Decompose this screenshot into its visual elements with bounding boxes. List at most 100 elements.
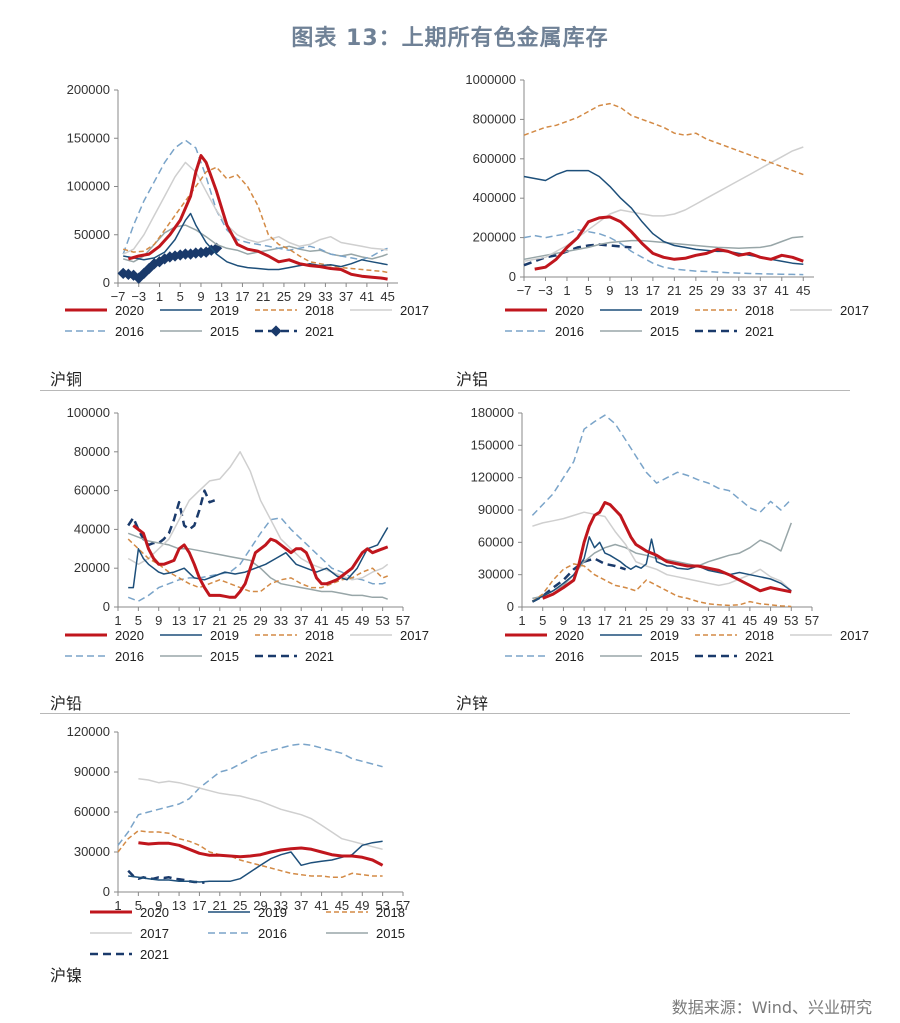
x-tick-label: 49	[355, 898, 369, 913]
series-line-2020	[138, 841, 384, 867]
series-line-2016	[523, 228, 804, 276]
x-tick-label: 17	[235, 289, 249, 304]
x-tick-label: 37	[701, 613, 715, 628]
legend-label-2021: 2021	[305, 324, 334, 339]
x-tick-label: 57	[805, 613, 819, 628]
legend-label-2020: 2020	[140, 905, 169, 920]
chart-zinc-caption: 沪锌	[456, 694, 489, 713]
x-tick-label: 17	[192, 898, 206, 913]
x-tick-label: 41	[722, 613, 736, 628]
x-tick-label: 21	[213, 613, 227, 628]
legend-label-2018: 2018	[745, 303, 774, 318]
y-tick-label: 120000	[67, 724, 110, 739]
legend-label-2015: 2015	[210, 649, 239, 664]
chart-nickel-caption: 沪镍	[50, 966, 83, 985]
x-tick-label: 33	[732, 283, 746, 298]
series-line-2017	[523, 146, 804, 262]
x-tick-label: 25	[277, 289, 291, 304]
legend-label-2021: 2021	[140, 947, 169, 962]
x-tick-label: 9	[155, 613, 162, 628]
x-tick-label: −7	[111, 289, 126, 304]
series-line-2019	[128, 527, 389, 589]
legend-label-2017: 2017	[400, 303, 429, 318]
series-line-2017	[532, 511, 792, 592]
x-tick-label: 29	[297, 289, 311, 304]
legend-label-2019: 2019	[650, 628, 679, 643]
x-tick-label: −3	[538, 283, 553, 298]
y-tick-label: 20000	[74, 560, 110, 575]
x-tick-label: 33	[318, 289, 332, 304]
legend-label-2016: 2016	[115, 649, 144, 664]
y-tick-label: 90000	[74, 764, 110, 779]
x-tick-label: 1	[114, 613, 121, 628]
series-line-2021	[127, 489, 216, 547]
x-tick-label: 41	[360, 289, 374, 304]
legend-label-2015: 2015	[650, 324, 679, 339]
series-line-2019	[123, 212, 388, 271]
x-tick-label: 21	[213, 898, 227, 913]
x-tick-label: 5	[135, 898, 142, 913]
chart-lead: 0 20000 40000 60000 80000 100000 1 5 9 13 17 21 25 29…	[10, 400, 440, 685]
x-tick-label: 5	[585, 283, 592, 298]
series-line-2020	[542, 501, 792, 600]
chart-svg: 0 50000 100000 150000 200000 −7 −3 1 5 9 13 17 21 25 2…	[65, 82, 429, 339]
x-tick-label: 13	[577, 613, 591, 628]
x-tick-label: 5	[135, 613, 142, 628]
legend-label-2021: 2021	[745, 649, 774, 664]
x-tick-label: 33	[274, 898, 288, 913]
x-tick-label: 9	[560, 613, 567, 628]
series-line-2017	[127, 451, 389, 581]
x-tick-label: 25	[233, 613, 247, 628]
chart-aluminum-caption: 沪铝	[456, 370, 489, 389]
series-line-2017	[138, 777, 383, 851]
legend-label-2020: 2020	[555, 628, 584, 643]
legend-label-2019: 2019	[258, 905, 287, 920]
x-tick-label: 9	[197, 289, 204, 304]
y-tick-label: 0	[103, 275, 110, 290]
y-tick-label: 30000	[478, 567, 514, 582]
y-tick-label: 120000	[471, 470, 514, 485]
y-tick-label: 80000	[74, 444, 110, 459]
series-line-2016	[117, 743, 383, 846]
series-line-2017	[122, 161, 388, 255]
y-tick-label: 100000	[67, 405, 110, 420]
x-tick-label: 13	[172, 613, 186, 628]
legend-label-2020: 2020	[555, 303, 584, 318]
chart-lead-caption: 沪铅	[50, 694, 83, 713]
y-tick-label: 30000	[74, 844, 110, 859]
x-tick-label: 17	[192, 613, 206, 628]
legend-label-2017: 2017	[140, 926, 169, 941]
x-tick-label: 1	[563, 283, 570, 298]
y-tick-label: 60000	[478, 534, 514, 549]
series-line-2020	[534, 215, 804, 271]
chart-aluminum: 0 200000 400000 600000 800000 1000000 −7 −3 1 5 9 1…	[450, 70, 880, 360]
x-tick-label: 45	[335, 613, 349, 628]
y-tick-label: 150000	[67, 130, 110, 145]
legend-label-2016: 2016	[555, 324, 584, 339]
x-tick-label: 37	[294, 613, 308, 628]
y-tick-label: 50000	[74, 227, 110, 242]
legend-label-2018: 2018	[376, 905, 405, 920]
series-line-2016	[127, 517, 388, 602]
x-tick-label: 41	[314, 898, 328, 913]
y-tick-label: 40000	[74, 521, 110, 536]
figure-title: 图表 13：上期所有色金属库存	[291, 26, 609, 51]
series-line-2016	[122, 139, 388, 261]
x-tick-label: 1	[114, 898, 121, 913]
x-tick-label: 45	[335, 898, 349, 913]
x-tick-label: 17	[646, 283, 660, 298]
x-tick-label: 37	[339, 289, 353, 304]
x-tick-label: 57	[396, 613, 410, 628]
series-line-2019	[128, 840, 383, 883]
x-tick-label: 45	[796, 283, 810, 298]
y-tick-label: 0	[507, 599, 514, 614]
x-tick-label: 29	[710, 283, 724, 298]
legend-label-2017: 2017	[840, 303, 869, 318]
y-tick-label: 90000	[478, 502, 514, 517]
legend-label-2021: 2021	[305, 649, 334, 664]
x-tick-label: 13	[214, 289, 228, 304]
x-tick-label: 45	[743, 613, 757, 628]
legend-label-2020: 2020	[115, 303, 144, 318]
x-tick-label: 25	[233, 898, 247, 913]
